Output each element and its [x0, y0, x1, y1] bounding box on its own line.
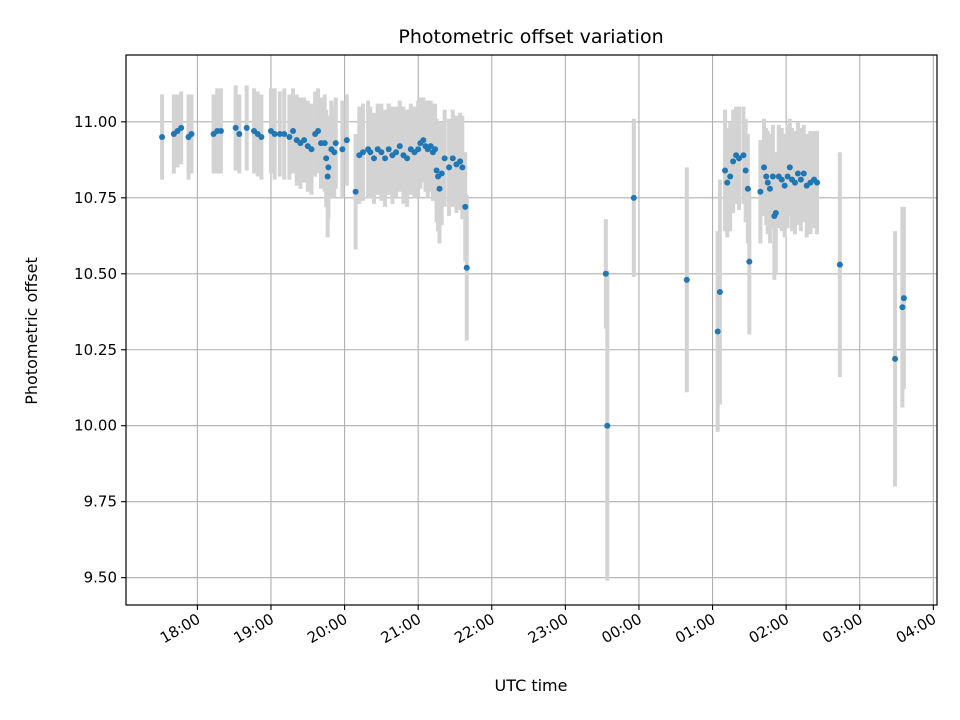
- data-point: [290, 127, 297, 134]
- data-point: [433, 167, 440, 174]
- x-axis-label: UTC time: [495, 676, 568, 695]
- data-point: [323, 155, 330, 162]
- data-point: [724, 179, 731, 186]
- data-point: [630, 194, 637, 201]
- y-tick-label: 10.50: [74, 265, 117, 283]
- data-point: [258, 134, 265, 141]
- data-point: [352, 188, 359, 195]
- data-point: [396, 143, 403, 150]
- data-point: [385, 146, 392, 153]
- data-point: [436, 185, 443, 192]
- data-point: [761, 164, 768, 171]
- data-point: [772, 210, 779, 217]
- data-point: [404, 155, 411, 162]
- y-tick-label: 10.25: [74, 341, 117, 359]
- data-point: [286, 134, 293, 141]
- data-point: [463, 264, 470, 271]
- data-point: [378, 149, 385, 156]
- data-point: [217, 127, 224, 134]
- data-point: [367, 149, 374, 156]
- data-point: [232, 124, 239, 131]
- data-point: [321, 140, 328, 147]
- data-point: [432, 146, 439, 153]
- data-point: [438, 170, 445, 177]
- data-point: [359, 149, 366, 156]
- data-point: [791, 179, 798, 186]
- data-point: [339, 146, 346, 153]
- data-point: [446, 164, 453, 171]
- plot-frame: [125, 54, 938, 606]
- data-point: [763, 173, 770, 180]
- data-point: [746, 258, 753, 265]
- data-point: [331, 149, 338, 156]
- data-point: [324, 173, 331, 180]
- data-point: [797, 176, 804, 183]
- data-point: [740, 152, 747, 159]
- data-point: [784, 173, 791, 180]
- data-point: [814, 179, 821, 186]
- data-point: [900, 295, 907, 302]
- data-point: [794, 170, 801, 177]
- point-layer: [159, 124, 907, 429]
- data-point: [744, 185, 751, 192]
- data-point: [382, 155, 389, 162]
- data-point: [736, 155, 743, 162]
- data-point: [420, 137, 427, 144]
- y-tick-label: 9.75: [84, 493, 117, 511]
- data-point: [714, 328, 721, 335]
- data-point: [727, 173, 734, 180]
- data-point: [159, 134, 166, 141]
- data-point: [781, 182, 788, 189]
- data-point: [371, 155, 378, 162]
- data-point: [236, 131, 243, 138]
- data-point: [462, 203, 469, 210]
- data-point: [449, 155, 456, 162]
- data-point: [722, 167, 729, 174]
- data-point: [757, 188, 764, 195]
- data-point: [343, 137, 350, 144]
- data-point: [836, 261, 843, 268]
- data-point: [178, 124, 185, 131]
- data-point: [769, 173, 776, 180]
- data-point: [271, 131, 278, 138]
- y-tick-label: 11.00: [74, 113, 117, 131]
- data-point: [778, 176, 785, 183]
- data-point: [800, 170, 807, 177]
- data-point: [393, 149, 400, 156]
- y-tick-label: 10.75: [74, 189, 117, 207]
- data-point: [315, 127, 322, 134]
- data-point: [742, 167, 749, 174]
- data-point: [301, 137, 308, 144]
- data-point: [188, 131, 195, 138]
- data-point: [415, 146, 422, 153]
- data-point: [764, 179, 771, 186]
- y-axis-label: Photometric offset: [22, 257, 41, 405]
- y-tick-label: 9.50: [84, 569, 117, 587]
- data-point: [716, 289, 723, 296]
- data-point: [786, 164, 793, 171]
- data-point: [604, 422, 611, 429]
- data-point: [332, 140, 339, 147]
- data-point: [766, 185, 773, 192]
- data-point: [457, 158, 464, 165]
- data-point: [683, 276, 690, 283]
- data-point: [899, 304, 906, 311]
- y-tick-label: 10.00: [74, 417, 117, 435]
- data-point: [243, 124, 250, 131]
- data-point: [459, 164, 466, 171]
- data-point: [276, 131, 283, 138]
- chart-title: Photometric offset variation: [398, 26, 663, 48]
- data-point: [308, 146, 315, 153]
- data-point: [325, 164, 332, 171]
- data-point: [441, 155, 448, 162]
- data-point: [602, 270, 609, 277]
- data-point: [427, 143, 434, 150]
- data-point: [892, 355, 899, 362]
- data-point: [281, 131, 288, 138]
- data-point: [730, 158, 737, 165]
